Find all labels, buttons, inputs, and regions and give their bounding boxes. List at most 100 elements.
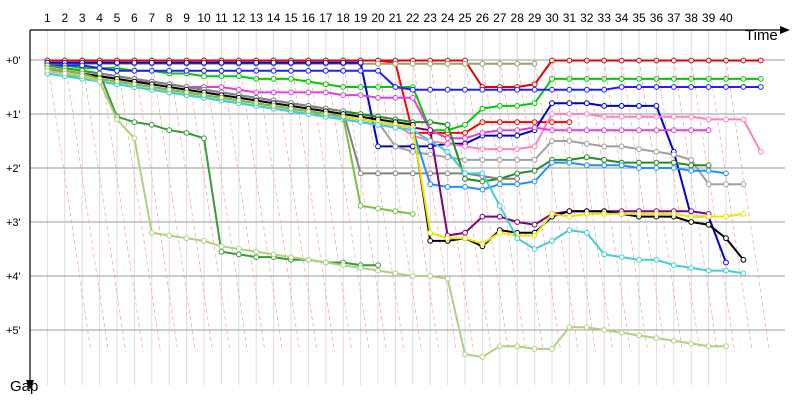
series-line (47, 61, 727, 263)
series-point (392, 60, 399, 67)
series-point (531, 143, 538, 150)
series-line (47, 64, 518, 180)
series-point (531, 167, 538, 174)
series-point (618, 211, 625, 217)
series-point (670, 151, 677, 158)
guide-line (673, 59, 718, 352)
series-point (253, 59, 260, 66)
series-point (114, 78, 120, 85)
series-point (183, 235, 190, 242)
series-point (375, 94, 381, 101)
series-point (670, 76, 677, 82)
series-point (114, 67, 120, 74)
x-tick-label: 8 (166, 11, 173, 25)
x-tick-label: 39 (702, 11, 716, 25)
series-point (462, 143, 468, 150)
series-point (462, 157, 468, 163)
series-point (305, 67, 312, 74)
series-point (549, 138, 555, 144)
series-point (618, 113, 625, 120)
guide-line (534, 59, 579, 352)
series-point (653, 84, 660, 90)
guide-line (551, 59, 596, 352)
x-tick-label: 40 (719, 11, 733, 25)
series-point (723, 343, 729, 350)
series-point (618, 162, 625, 169)
series-point (549, 86, 555, 93)
series-point (61, 70, 68, 77)
series-point (601, 162, 608, 169)
series-point (688, 219, 695, 225)
series-point (531, 178, 538, 185)
x-tick-labels: 1 2 3 4 5 6 7 8 9 10 11 12 13 14 15 16 17 18 19 20 21 22 23 24 2… (44, 11, 733, 25)
x-tick-label: 27 (493, 11, 507, 25)
series-point (583, 111, 590, 117)
series-point (305, 59, 312, 66)
series-point (409, 94, 416, 101)
series-point (340, 92, 347, 98)
series-point (757, 148, 764, 155)
guide-line (482, 59, 527, 352)
series-point (653, 127, 660, 134)
series-point (514, 235, 521, 242)
series-point (496, 181, 503, 188)
x-tick-label: 16 (302, 11, 316, 25)
series-point (270, 67, 277, 74)
series-point (618, 57, 625, 64)
series-point (427, 181, 434, 188)
x-tick-label: 17 (319, 11, 333, 25)
series-point (670, 113, 677, 120)
series-point (723, 170, 729, 177)
series-point (566, 159, 573, 166)
series-point (218, 84, 225, 90)
series-point (740, 84, 747, 90)
x-tick-label: 12 (232, 11, 246, 25)
series-point (131, 135, 138, 142)
series-point (514, 119, 521, 125)
series-point (375, 170, 381, 177)
series-point (305, 256, 312, 263)
series-point (531, 100, 538, 107)
x-tick-label: 32 (580, 11, 594, 25)
series-point (270, 103, 277, 109)
series-point (375, 121, 381, 128)
series-point (583, 324, 590, 331)
series-point (357, 59, 364, 66)
series-point (618, 76, 625, 82)
series-point (601, 211, 608, 217)
guide-line (325, 59, 370, 352)
series-point (340, 67, 347, 74)
guide-line (708, 59, 753, 352)
series-point (618, 127, 625, 134)
series-point (444, 148, 451, 155)
series-point (444, 184, 451, 190)
guide-line (134, 59, 179, 352)
series-point (636, 211, 642, 217)
x-tick-label: 33 (598, 11, 612, 25)
series-point (444, 235, 451, 242)
series-point (618, 143, 625, 150)
series-point (392, 143, 399, 150)
series-point (618, 254, 625, 261)
series-point (201, 59, 207, 66)
series-point (566, 100, 573, 107)
series-point (235, 59, 242, 66)
series-point (288, 105, 294, 112)
series-point (549, 111, 555, 117)
series-point (740, 181, 747, 188)
series-point (427, 170, 434, 177)
series-point (479, 119, 486, 125)
series-point (496, 146, 503, 153)
series-point (183, 59, 190, 66)
series-point (549, 100, 555, 107)
x-tick-label: 31 (563, 11, 577, 25)
guide-line (656, 59, 701, 352)
series-point (427, 273, 434, 279)
guide-line (412, 59, 457, 352)
series-point (479, 157, 486, 163)
series-point (740, 211, 747, 217)
x-tick-label: 2 (61, 11, 68, 25)
series-point (496, 213, 503, 220)
series-point (235, 86, 242, 93)
series-point (723, 267, 729, 274)
